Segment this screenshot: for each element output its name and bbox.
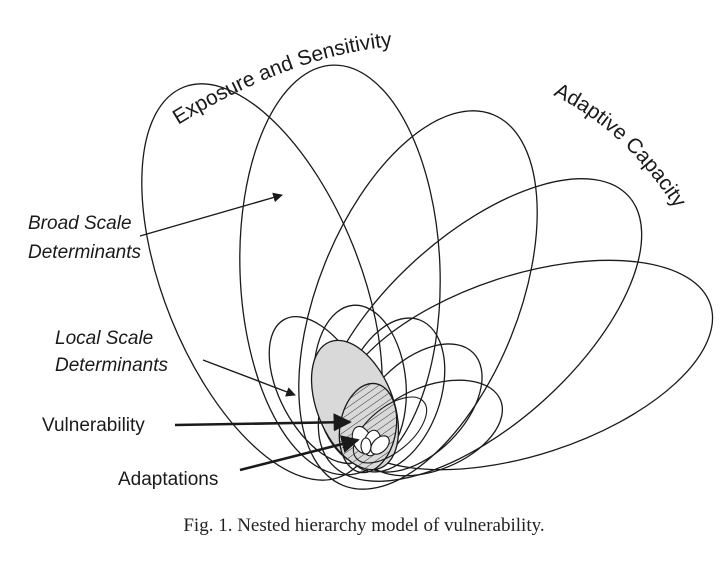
hatched-ellipse-2 [352,396,428,464]
vulnerability-label: Vulnerability [42,415,145,436]
broad-scale-label-line2: Determinants [28,242,141,263]
local-scale-label-line2: Determinants [55,355,168,376]
broad-scale-arrow [139,192,283,237]
ellipse-broad-4 [317,178,643,482]
adaptations-arrow [239,435,360,472]
ellipse-group [141,64,714,490]
arrow-group [139,192,360,472]
ellipse-broad-3 [298,110,538,490]
ellipse-broad-1 [141,83,383,481]
broad-scale-label-line1: Broad Scale [28,213,132,234]
figure-caption: Fig. 1. Nested hierarchy model of vulner… [183,515,545,536]
adaptive-capacity-label: Adaptive Capacity [551,79,691,212]
adaptations-label: Adaptations [118,469,218,490]
local-scale-arrow [202,359,296,397]
local-scale-label-line1: Local Scale [55,328,153,349]
vulnerability-arrow [174,413,352,432]
exposure-sensitivity-label: Exposure and Sensitivity [169,28,393,129]
